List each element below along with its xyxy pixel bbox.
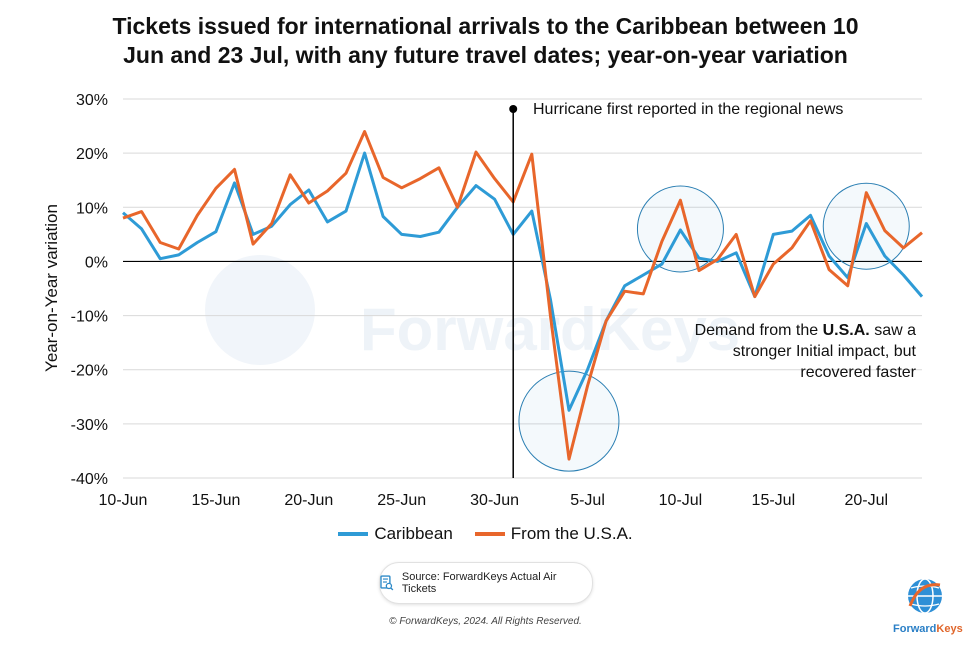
- event-marker: [509, 105, 518, 478]
- y-tick-label: -20%: [71, 363, 108, 380]
- y-tick-label: 30%: [76, 92, 108, 109]
- forwardkeys-logo: ForwardKeys: [893, 576, 963, 635]
- y-tick-label: -10%: [71, 309, 108, 326]
- legend-swatch-caribbean: [338, 532, 369, 536]
- watermark-globe-icon: [205, 255, 315, 365]
- logo-wordmark: ForwardKeys: [893, 623, 963, 635]
- series-line-usa: [122, 130, 923, 461]
- hurricane-annotation: Hurricane first reported in the regional…: [533, 101, 844, 118]
- y-tick-label: -30%: [71, 417, 108, 434]
- legend-swatch-usa: [474, 532, 505, 536]
- demand-annotation-line-2: stronger Initial impact, but: [732, 343, 916, 360]
- x-tick-label: 20-Jun: [284, 492, 333, 509]
- highlight-circle: [518, 370, 620, 472]
- legend: Caribbean From the U.S.A.: [0, 524, 971, 544]
- x-tick-label: 10-Jul: [659, 492, 703, 509]
- legend-item-usa: From the U.S.A.: [474, 524, 633, 544]
- legend-item-caribbean: Caribbean: [338, 524, 453, 544]
- logo-word-forward: Forward: [893, 623, 937, 635]
- source-text: Source: ForwardKeys Actual Air Tickets: [401, 571, 557, 595]
- legend-label-caribbean: Caribbean: [374, 524, 453, 543]
- copyright: © ForwardKeys, 2024. All Rights Reserved…: [389, 616, 582, 627]
- demand-annotation: Demand from the U.S.A. saw a stronger In…: [695, 320, 916, 383]
- y-tick-label: -40%: [71, 471, 108, 488]
- chart-title-line-1: Tickets issued for international arrival…: [112, 13, 859, 39]
- x-tick-label: 20-Jul: [844, 492, 888, 509]
- chart-title-line-2: Jun and 23 Jul, with any future travel d…: [123, 42, 848, 68]
- series-lines: [122, 130, 924, 461]
- logo-word-keys: Keys: [936, 623, 963, 635]
- watermark: ForwardKeys: [205, 255, 740, 365]
- x-tick-label: 15-Jun: [191, 492, 240, 509]
- highlight-circles: [518, 182, 910, 472]
- series-line-caribbean: [122, 151, 924, 412]
- y-axis-title: Year-on-Year variation: [42, 204, 61, 372]
- y-tick-label: 20%: [76, 146, 108, 163]
- globe-logo-icon: [908, 578, 942, 614]
- demand-prefix: Demand from the: [694, 322, 823, 339]
- y-tick-label: 10%: [76, 200, 108, 217]
- x-tick-label: 15-Jul: [752, 492, 796, 509]
- x-tick-label: 25-Jun: [377, 492, 426, 509]
- source-badge: Source: ForwardKeys Actual Air Tickets: [379, 562, 593, 604]
- demand-suffix: saw a: [869, 322, 916, 339]
- x-tick-label: 30-Jun: [470, 492, 519, 509]
- axes: 30% 20% 10% 0% -10% -20% -30% -40% 10-Jun 15-Jun 2…: [71, 92, 922, 509]
- document-search-icon: [380, 575, 394, 591]
- y-tick-label: 0%: [85, 254, 108, 271]
- x-tick-label: 5-Jul: [570, 492, 605, 509]
- legend-label-usa: From the U.S.A.: [510, 524, 633, 543]
- gridlines: [123, 98, 922, 479]
- x-tick-label: 10-Jun: [99, 492, 148, 509]
- demand-annotation-line-1: Demand from the U.S.A. saw a: [695, 320, 916, 341]
- demand-bold: U.S.A.: [822, 322, 870, 339]
- event-marker-dot: [509, 105, 518, 113]
- chart-title: Tickets issued for international arrival…: [0, 12, 971, 70]
- demand-annotation-line-3: recovered faster: [800, 364, 916, 381]
